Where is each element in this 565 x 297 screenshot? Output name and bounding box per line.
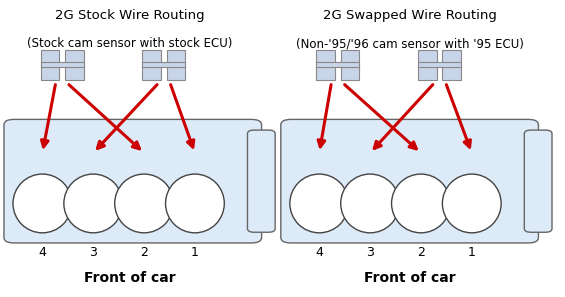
FancyBboxPatch shape [524,130,552,232]
Ellipse shape [166,174,224,233]
Ellipse shape [341,174,399,233]
Ellipse shape [392,174,450,233]
Ellipse shape [442,174,501,233]
FancyBboxPatch shape [4,119,262,243]
Text: Front of car: Front of car [84,271,176,285]
Bar [341,50,359,80]
Bar [418,50,437,80]
Bar [142,50,161,80]
Text: 2: 2 [140,246,148,259]
Ellipse shape [64,174,123,233]
Text: 4: 4 [38,246,46,259]
Text: 2: 2 [417,246,425,259]
Bar [442,50,461,80]
Text: 1: 1 [191,246,199,259]
Bar [316,62,359,67]
Ellipse shape [290,174,349,233]
Text: (Stock cam sensor with stock ECU): (Stock cam sensor with stock ECU) [27,37,233,50]
Text: 3: 3 [366,246,374,259]
Bar [142,62,185,67]
FancyBboxPatch shape [281,119,538,243]
Ellipse shape [115,174,173,233]
Text: (Non-'95/'96 cam sensor with '95 ECU): (Non-'95/'96 cam sensor with '95 ECU) [295,37,524,50]
Bar [41,50,59,80]
Text: 1: 1 [468,246,476,259]
Text: Front of car: Front of car [364,271,455,285]
Text: 2G Stock Wire Routing: 2G Stock Wire Routing [55,9,205,22]
Bar [65,50,84,80]
Text: 4: 4 [315,246,323,259]
Ellipse shape [13,174,72,233]
Bar [167,50,185,80]
Text: 2G Swapped Wire Routing: 2G Swapped Wire Routing [323,9,497,22]
Bar [418,62,461,67]
Bar [316,50,335,80]
Bar [41,62,84,67]
FancyBboxPatch shape [247,130,275,232]
Text: 3: 3 [89,246,97,259]
